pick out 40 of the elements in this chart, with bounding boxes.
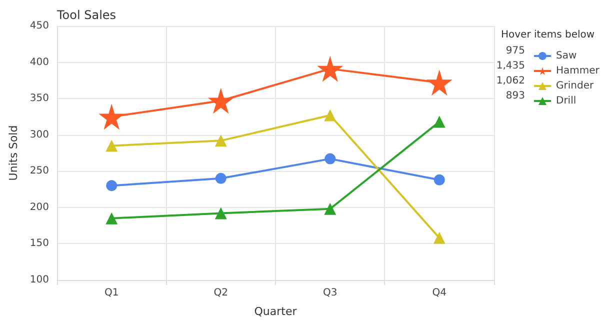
- legend-label: Hammer: [556, 66, 600, 76]
- x-tick-label: Q4: [432, 288, 446, 298]
- y-tick-label: 300: [30, 129, 49, 140]
- point: [106, 212, 118, 224]
- y-axis-title: Units Sold: [7, 125, 20, 181]
- y-tick-label: 250: [30, 166, 49, 177]
- text: 893: [506, 90, 525, 102]
- point: [434, 174, 445, 186]
- y-tick-label: 200: [30, 202, 49, 213]
- point: [324, 153, 336, 164]
- y-tick-label: 400: [30, 56, 49, 68]
- point: [324, 109, 336, 122]
- x-tick-label: Q3: [323, 288, 338, 298]
- point: [106, 180, 118, 192]
- legend-label: Saw: [556, 50, 577, 62]
- y-tick-label: 150: [30, 238, 49, 250]
- point: [98, 104, 125, 130]
- y-tick-label: 100: [30, 274, 49, 286]
- point: [214, 207, 227, 220]
- chart-title: Tool Sales: [56, 8, 116, 22]
- x-axis-title: Quarter: [254, 305, 298, 318]
- text: 1,435: [496, 60, 525, 72]
- legend-label: Grinder: [556, 80, 594, 92]
- point: [208, 88, 234, 114]
- point: [106, 140, 118, 152]
- y-tick-label: 350: [30, 93, 49, 104]
- point: [215, 172, 226, 184]
- point: [433, 232, 446, 244]
- legend-title: Hover items below: [501, 30, 595, 40]
- legend-label: Drill: [556, 96, 576, 106]
- point: [214, 134, 227, 147]
- y-tick-label: 450: [30, 20, 49, 32]
- x-tick-label: Q2: [214, 288, 228, 298]
- point: [426, 70, 452, 96]
- point: [317, 56, 344, 82]
- x-tick-label: Q1: [104, 288, 119, 298]
- point: [433, 116, 446, 128]
- text: 1,062: [496, 76, 525, 86]
- text: 975: [506, 46, 525, 56]
- point: [324, 202, 336, 215]
